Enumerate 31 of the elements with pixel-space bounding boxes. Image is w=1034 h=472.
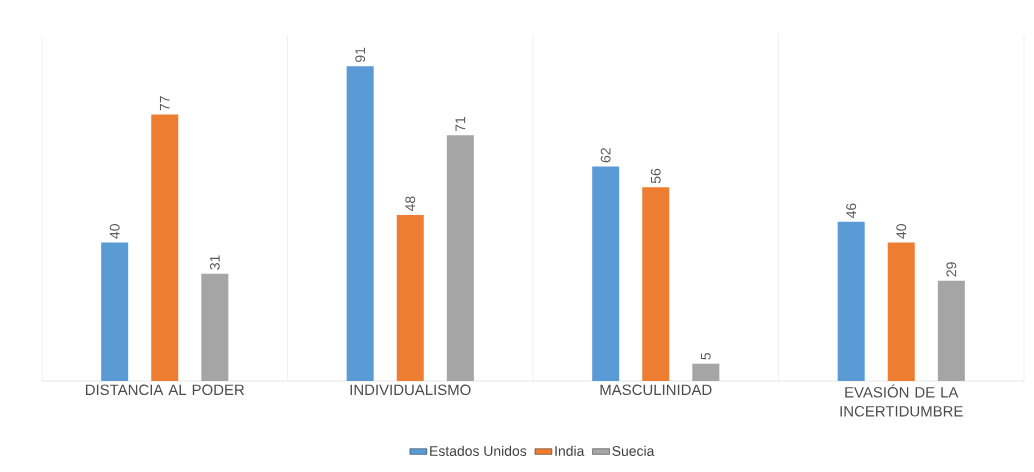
x-tick-label: EVASIÓN DE LA INCERTIDUMBRE <box>840 384 963 417</box>
bar <box>201 273 229 381</box>
data-label: 29 <box>946 262 957 277</box>
bar <box>692 363 720 381</box>
data-label: 46 <box>846 203 857 219</box>
legend-label: India <box>555 445 585 456</box>
data-label: 71 <box>455 116 466 132</box>
data-label: 40 <box>896 224 907 239</box>
data-label: 77 <box>159 96 170 111</box>
bar <box>101 242 129 381</box>
legend-label: Suecia <box>612 445 655 456</box>
data-label: 91 <box>355 47 366 62</box>
data-label: 62 <box>600 148 611 163</box>
bar <box>346 66 374 381</box>
x-tick-label: MASCULINIDAD <box>600 384 712 396</box>
bar <box>937 280 965 381</box>
data-label: 40 <box>109 224 120 239</box>
bar <box>446 135 474 381</box>
data-label: 56 <box>650 168 661 184</box>
bar <box>837 221 865 381</box>
x-tick-label: INDIVIDUALISMO <box>350 384 471 396</box>
x-tick-label: DISTANCIA AL PODER <box>85 384 245 396</box>
data-label: 5 <box>700 353 711 360</box>
bar <box>151 114 179 381</box>
data-label: 48 <box>405 196 416 212</box>
data-label: 31 <box>209 255 220 270</box>
bar <box>642 187 670 381</box>
bar <box>396 214 424 381</box>
bar <box>887 242 915 381</box>
legend-label: Estados Unidos <box>430 445 527 456</box>
bar <box>592 166 620 381</box>
